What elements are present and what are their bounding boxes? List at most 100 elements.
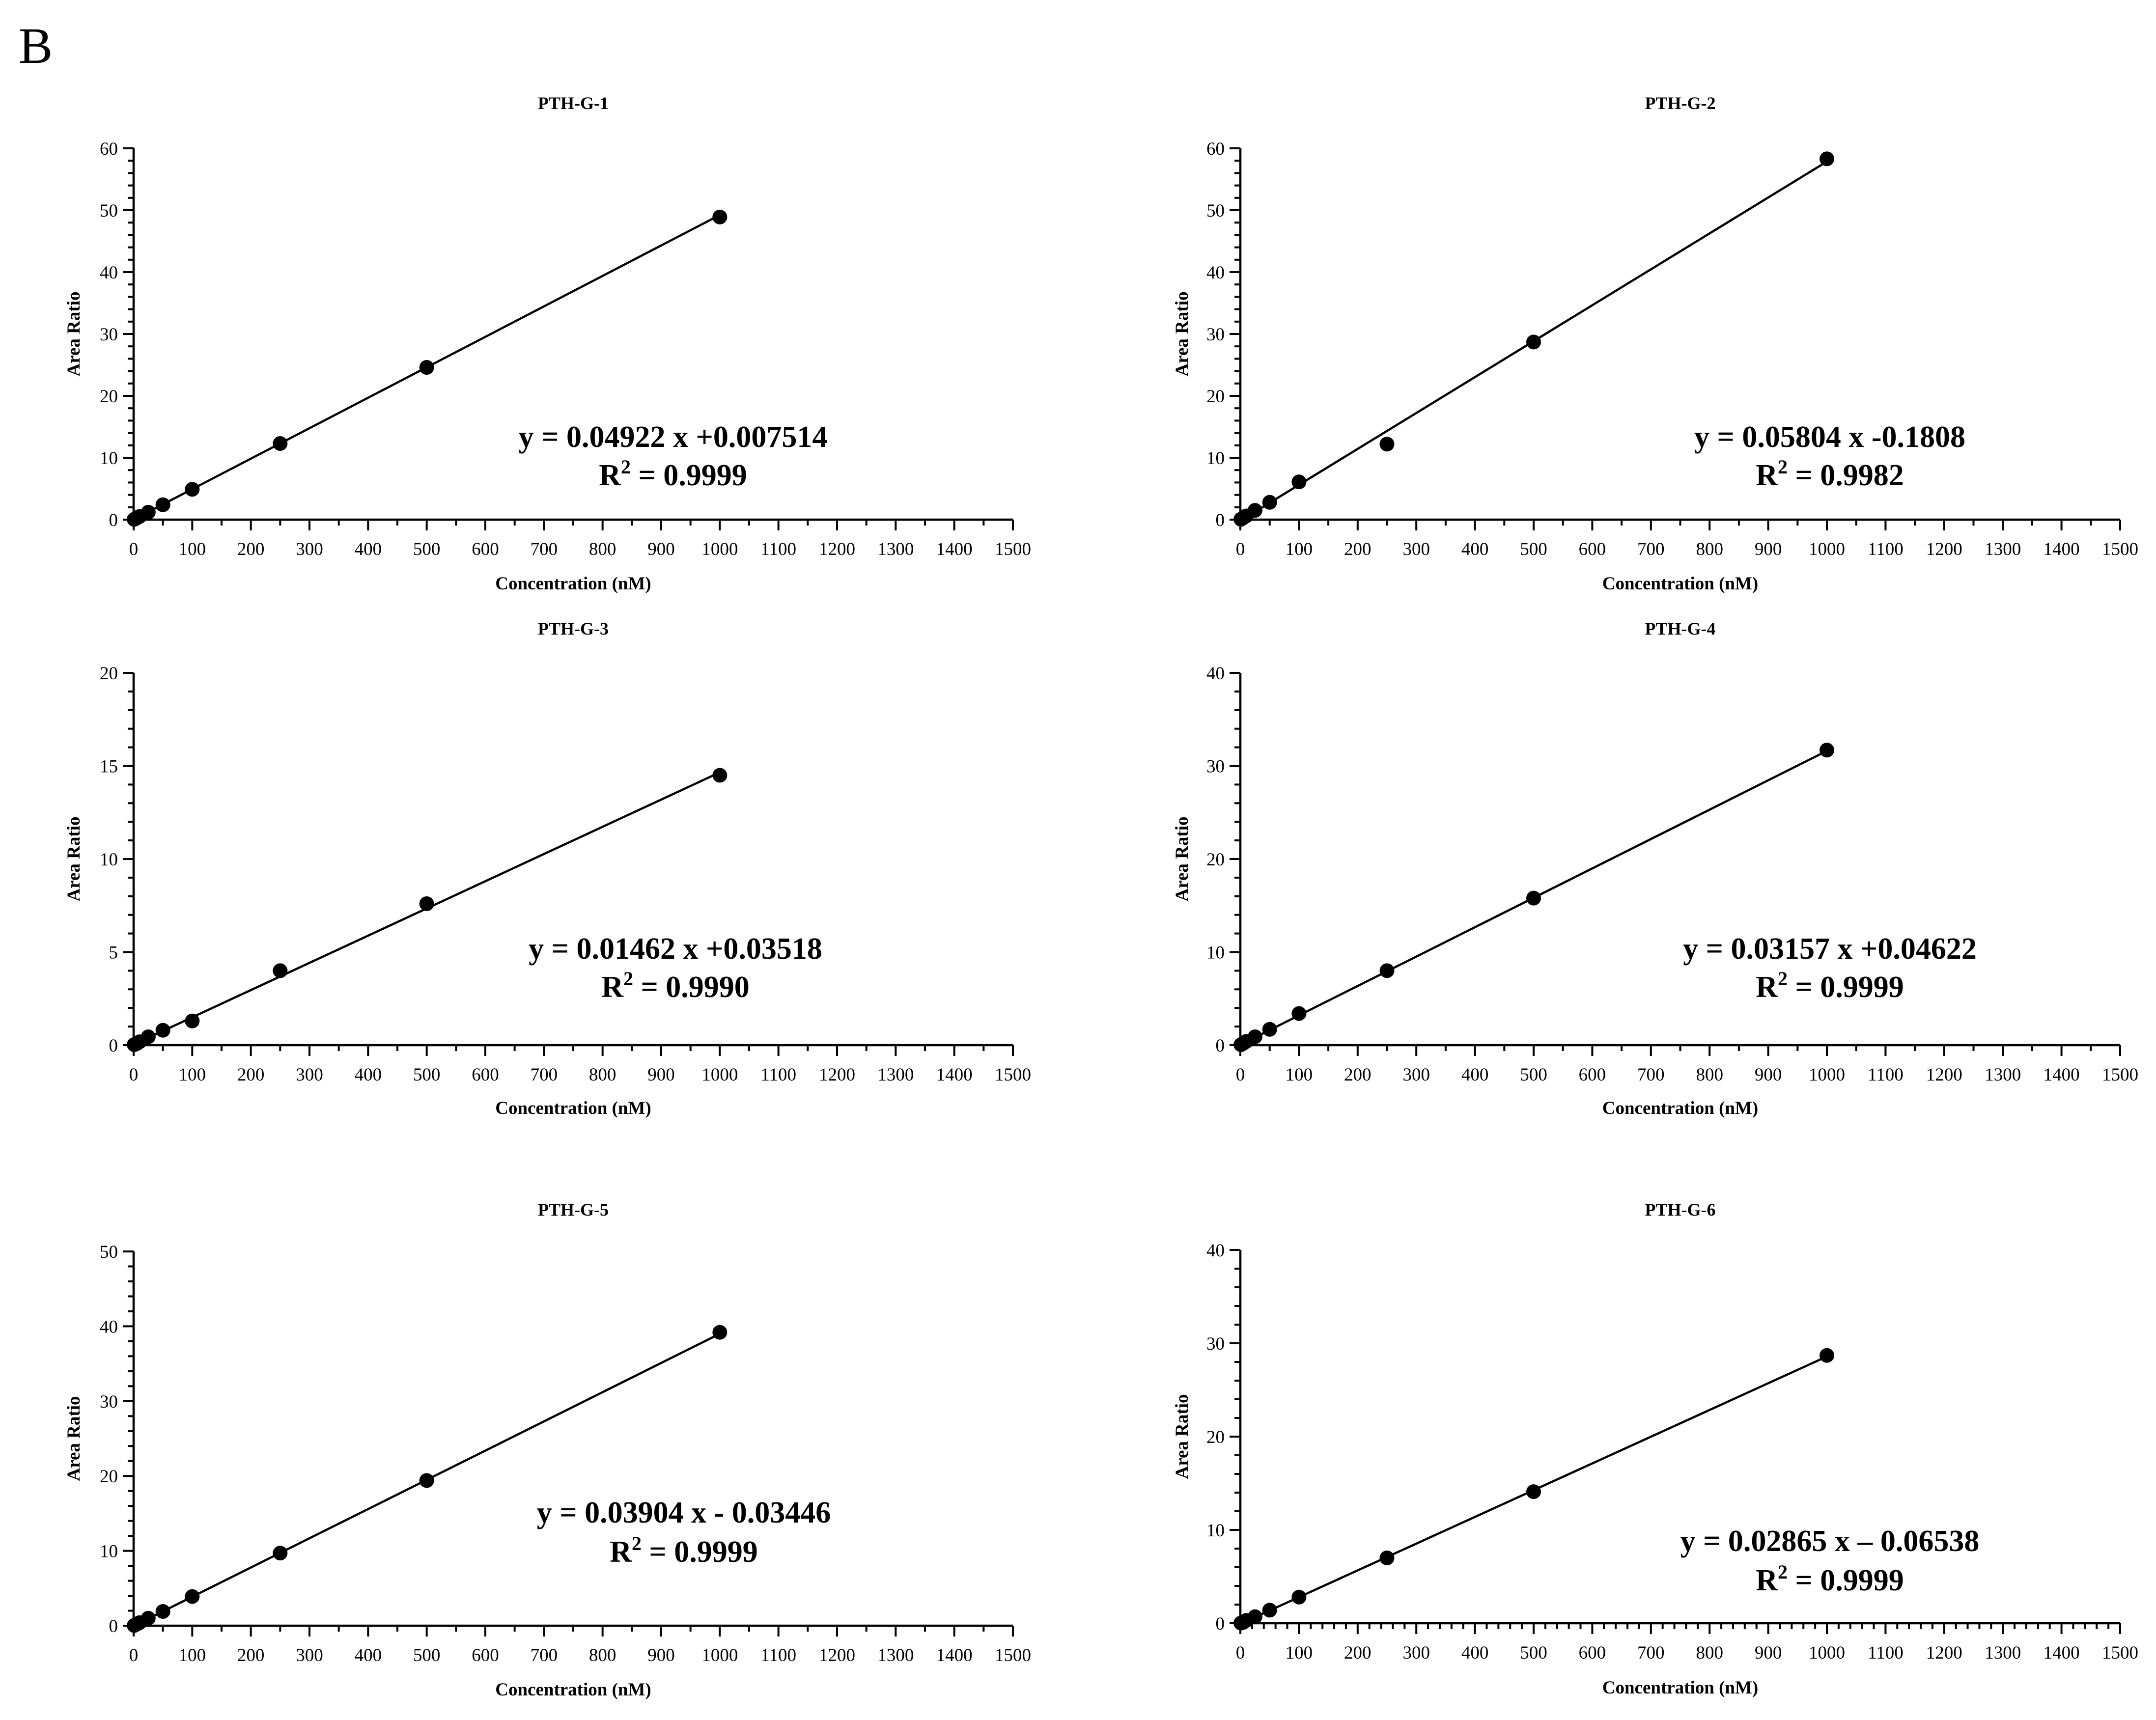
data-point	[712, 1325, 728, 1340]
y-tick-label: 10	[100, 448, 118, 469]
x-tick-label: 500	[1520, 539, 1547, 559]
y-tick-label: 10	[100, 1542, 118, 1562]
r-squared-exponent: 2	[1778, 456, 1788, 478]
regression-equation: y = 0.03904 x - 0.03446	[537, 1496, 831, 1529]
x-tick-label: 400	[1461, 539, 1489, 559]
x-tick-label: 600	[472, 539, 499, 559]
x-tick-label: 500	[413, 539, 441, 559]
chart-1: PTH-G-10 100 200 300 400 500 600 700 800 900 1000 1…	[64, 93, 1031, 594]
data-point	[1379, 963, 1395, 978]
x-tick-label: 1100	[760, 539, 796, 559]
x-tick-label: 1100	[1868, 1065, 1904, 1085]
regression-equation: y = 0.05804 x -0.1808	[1694, 420, 1965, 454]
x-tick-label: 100	[179, 539, 206, 559]
r-squared-symbol: R	[601, 971, 624, 1004]
x-tick-label: 700	[1637, 1065, 1665, 1085]
data-point	[419, 896, 434, 911]
x-tick-label: 1300	[877, 539, 914, 559]
r-squared-exponent: 2	[1778, 968, 1788, 990]
x-tick-label: 200	[1344, 1065, 1372, 1085]
y-axis-label: Area Ratio	[1172, 1394, 1192, 1479]
r-squared: R2 = 0.9990	[601, 968, 750, 1004]
x-tick-label: 300	[296, 1065, 323, 1085]
x-tick-label: 1000	[701, 1065, 738, 1085]
y-tick-label: 0	[1216, 510, 1225, 530]
x-tick-label: 400	[1461, 1643, 1489, 1663]
x-tick-label: 0	[1236, 1643, 1245, 1663]
r-squared-exponent: 2	[623, 968, 633, 990]
r-squared-exponent: 2	[621, 456, 631, 478]
data-point	[712, 209, 728, 224]
x-tick-label: 0	[129, 1645, 139, 1665]
y-tick-label: 50	[100, 201, 118, 221]
x-axis-label: Concentration (nM)	[495, 1680, 651, 1700]
x-tick-label: 600	[1579, 539, 1606, 559]
data-point	[1247, 1029, 1262, 1044]
data-point	[1379, 1551, 1395, 1565]
data-point	[1526, 890, 1541, 906]
y-axis-label: Area Ratio	[1172, 292, 1192, 377]
x-tick-label: 1300	[877, 1065, 914, 1085]
x-tick-label: 300	[296, 1645, 323, 1665]
x-tick-label: 0	[129, 1065, 139, 1085]
x-tick-label: 800	[1696, 539, 1723, 559]
x-tick-label: 1300	[1985, 539, 2021, 559]
y-tick-label: 50	[100, 1242, 118, 1262]
y-tick-label: 30	[100, 325, 118, 345]
x-tick-label: 0	[1236, 539, 1245, 559]
x-tick-label: 500	[1520, 1065, 1547, 1085]
y-tick-label: 40	[1206, 263, 1225, 283]
chart-title: PTH-G-1	[538, 93, 609, 113]
x-tick-label: 300	[1402, 1065, 1430, 1085]
data-point	[1291, 1589, 1307, 1605]
x-tick-label: 1000	[701, 1645, 738, 1665]
data-point	[140, 1029, 156, 1044]
y-tick-label: 20	[1206, 1427, 1225, 1447]
y-tick-label: 10	[1206, 1521, 1225, 1541]
y-tick-label: 0	[1216, 1614, 1225, 1634]
x-tick-label: 800	[589, 1645, 616, 1665]
x-tick-label: 1200	[1926, 1643, 1962, 1663]
y-tick-label: 30	[1206, 325, 1225, 345]
regression-equation: y = 0.02865 x – 0.06538	[1680, 1525, 1980, 1558]
x-tick-label: 1100	[1868, 1643, 1904, 1663]
r-squared: R2 = 0.9999	[610, 1532, 758, 1569]
regression-equation: y = 0.03157 x +0.04622	[1683, 932, 1977, 966]
x-axis-label: Concentration (nM)	[495, 574, 651, 594]
x-tick-label: 1400	[936, 1645, 973, 1665]
x-tick-label: 1200	[819, 539, 855, 559]
y-tick-label: 10	[1206, 943, 1225, 963]
x-tick-label: 1200	[1926, 1065, 1962, 1085]
x-axis-label: Concentration (nM)	[495, 1098, 651, 1118]
y-tick-label: 60	[1206, 139, 1225, 159]
x-tick-label: 300	[296, 539, 323, 559]
x-axis-label: Concentration (nM)	[1602, 1678, 1759, 1698]
y-tick-label: 10	[1206, 448, 1225, 469]
x-tick-label: 1500	[2102, 1643, 2138, 1663]
x-tick-label: 600	[472, 1065, 499, 1085]
x-tick-label: 400	[1461, 1065, 1489, 1085]
y-tick-label: 40	[1206, 664, 1225, 684]
r-squared-symbol: R	[1756, 459, 1778, 492]
x-tick-label: 1000	[1809, 1643, 1845, 1663]
x-tick-label: 1000	[1809, 1065, 1845, 1085]
y-axis-label: Area Ratio	[1172, 817, 1192, 902]
r-squared-value: = 0.9990	[633, 971, 750, 1004]
chart-6: PTH-G-60 100 200 300 400 500 600 700 800 900 1000 1…	[1172, 1200, 2138, 1698]
data-point	[140, 1610, 156, 1626]
x-tick-label: 800	[589, 1065, 616, 1085]
regression-equation: y = 0.01462 x +0.03518	[529, 932, 822, 966]
x-tick-label: 100	[1286, 1643, 1313, 1663]
y-tick-label: 0	[109, 1036, 118, 1056]
data-point	[1820, 1348, 1834, 1363]
y-tick-label: 10	[100, 850, 118, 870]
chart-5: PTH-G-50 100 200 300 400 500 600 700 800 900 1000 1…	[64, 1200, 1031, 1700]
x-tick-label: 300	[1402, 539, 1430, 559]
x-tick-label: 0	[1236, 1065, 1245, 1085]
chart-2: PTH-G-20 100 200 300 400 500 600 700 800 900 1000 1…	[1172, 93, 2138, 594]
data-point	[140, 504, 156, 520]
x-tick-label: 200	[237, 1065, 265, 1085]
x-tick-label: 1300	[877, 1645, 914, 1665]
r-squared: R2 = 0.9999	[1756, 968, 1904, 1004]
y-tick-label: 20	[1206, 850, 1225, 870]
